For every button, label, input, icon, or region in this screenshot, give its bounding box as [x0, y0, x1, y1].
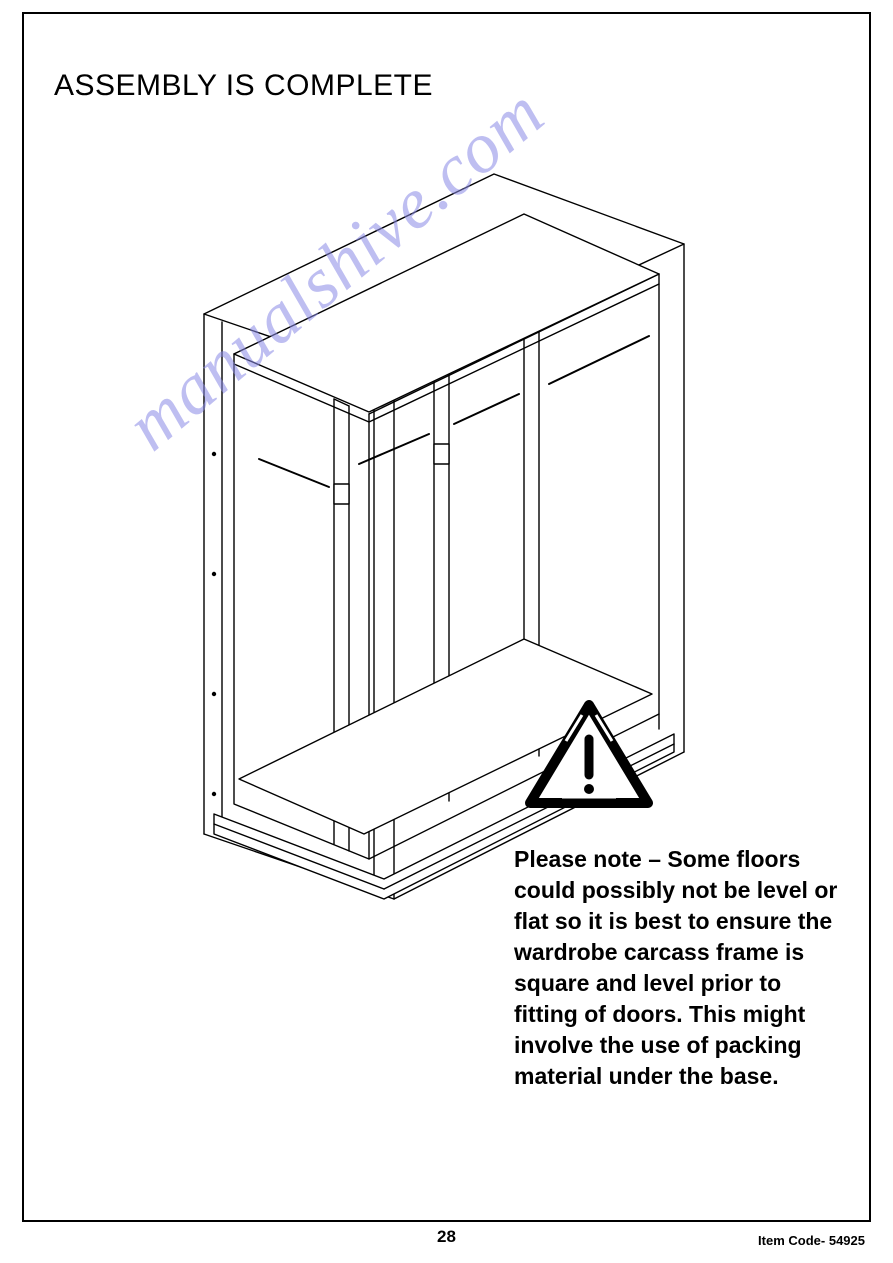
item-code-value: 54925: [829, 1233, 865, 1248]
item-code-label: Item Code: [758, 1233, 821, 1248]
warning-note: Please note – Some floors could possibly…: [514, 844, 849, 1092]
page-frame: ASSEMBLY IS COMPLETE: [22, 12, 871, 1222]
item-code: Item Code- 54925: [758, 1233, 865, 1248]
warning-icon: [524, 699, 654, 814]
page-title: ASSEMBLY IS COMPLETE: [54, 69, 433, 103]
